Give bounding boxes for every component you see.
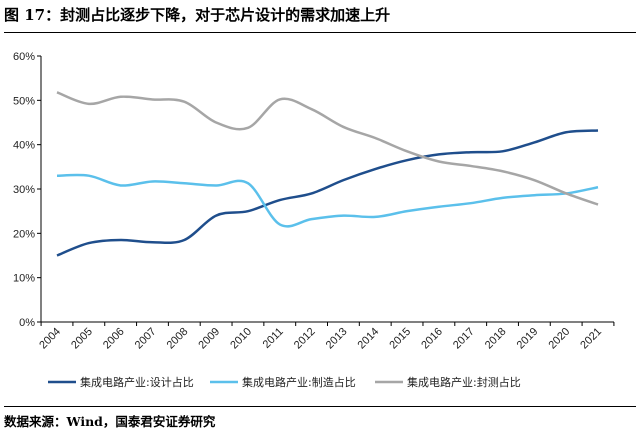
y-tick-label: 20% <box>13 228 35 240</box>
x-tick-label: 2013 <box>324 326 350 352</box>
x-tick-label: 2016 <box>419 326 445 352</box>
source-divider <box>4 406 636 407</box>
y-tick-label: 50% <box>13 95 35 107</box>
x-tick-label: 2018 <box>483 326 509 352</box>
x-tick-label: 2021 <box>578 326 604 352</box>
legend-label: 集成电路产业:制造占比 <box>242 375 356 389</box>
y-tick-label: 40% <box>13 140 35 152</box>
y-tick-label: 60% <box>13 51 35 63</box>
x-tick-label: 2017 <box>451 326 477 352</box>
y-tick-label: 0% <box>19 317 35 329</box>
x-tick-label: 2020 <box>546 326 572 352</box>
legend-label: 集成电路产业:封测占比 <box>407 375 521 389</box>
source-note: 数据来源：Wind，国泰君安证券研究 <box>4 414 216 429</box>
x-tick-label: 2011 <box>261 326 286 351</box>
x-tick-label: 2004 <box>37 326 63 352</box>
line-chart: 0% 10% 20% 30% 40% 50% 60% 2004 2005 2006 2007 2008… <box>13 51 615 389</box>
x-tick-label: 2010 <box>228 326 254 352</box>
series-line-2 <box>56 173 599 228</box>
x-tick-label: 2007 <box>133 326 159 352</box>
x-tick-label: 2005 <box>69 326 95 352</box>
x-tick-label: 2012 <box>292 326 318 352</box>
x-tick-label: 2008 <box>165 326 191 352</box>
x-tick-label: 2006 <box>101 326 127 352</box>
x-tick-label: 2015 <box>387 326 413 352</box>
y-tick-label: 30% <box>13 184 35 196</box>
legend-label: 集成电路产业:设计占比 <box>80 375 194 389</box>
title-divider <box>4 32 636 33</box>
x-tick-label: 2014 <box>356 326 382 352</box>
x-tick-label: 2009 <box>196 326 222 352</box>
series-line-1 <box>56 129 599 257</box>
y-tick-label: 10% <box>13 273 35 285</box>
x-tick-label: 2019 <box>515 326 541 352</box>
series-line-3 <box>56 91 599 206</box>
figure-title: 图 17：封测占比逐步下降，对于芯片设计的需求加速上升 <box>4 6 391 24</box>
